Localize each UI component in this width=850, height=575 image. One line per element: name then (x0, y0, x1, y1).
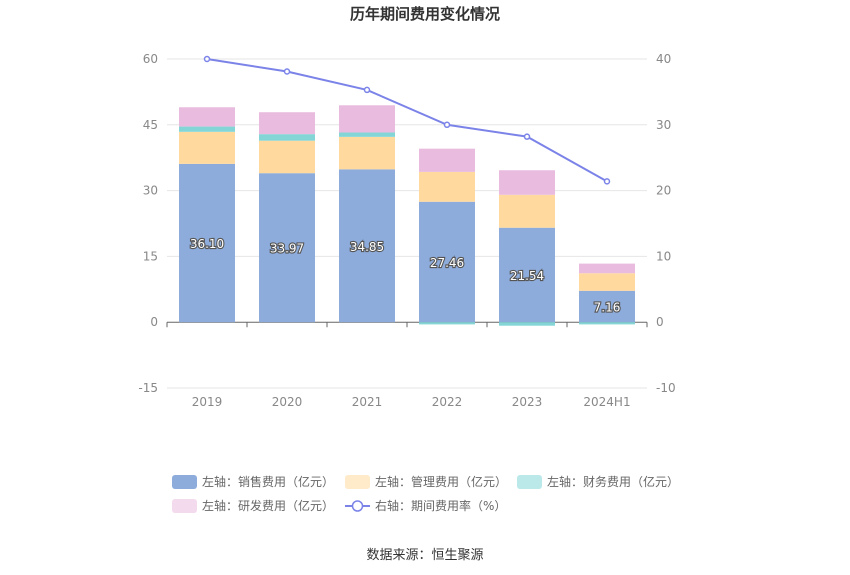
legend-swatch (172, 499, 197, 513)
bar-segment (259, 173, 315, 323)
left-tick-label: 30 (143, 184, 158, 198)
bar-segment (499, 170, 555, 195)
right-tick-label: 30 (656, 118, 671, 132)
bar-segment (259, 134, 315, 141)
bar-segment (579, 322, 635, 325)
bar-segment (419, 171, 475, 202)
left-tick-label: 45 (143, 118, 158, 132)
bar-segment (499, 227, 555, 323)
legend-label: 左轴：销售费用（亿元） (202, 474, 334, 489)
x-tick-label: 2022 (432, 395, 463, 409)
x-tick-label: 2023 (512, 395, 543, 409)
x-tick-label: 2019 (192, 395, 223, 409)
legend-swatch (517, 475, 542, 489)
bar-segment (339, 136, 395, 170)
data-label: 21.54 (510, 269, 544, 283)
bar-segment (179, 131, 235, 164)
bar-segment (259, 140, 315, 174)
bar-segment (499, 194, 555, 228)
bars (179, 105, 635, 326)
bar-segment (259, 112, 315, 135)
left-axis: -15 0 15 30 45 60 (138, 52, 158, 395)
rate-point (603, 178, 611, 185)
legend-swatch (345, 475, 370, 489)
bar-segment (339, 169, 395, 323)
right-axis: -10 0 10 20 30 40 (656, 52, 676, 395)
grid-lines (166, 58, 648, 389)
rate-line-path (206, 58, 608, 183)
data-label: 7.16 (594, 300, 621, 314)
right-tick-label: 0 (656, 315, 664, 329)
legend: 左轴：销售费用（亿元） 左轴：管理费用（亿元） 左轴：财务费用（亿元） 左轴：研发费用… (172, 474, 679, 513)
bar-segment (419, 201, 475, 323)
legend-label: 左轴：财务费用（亿元） (547, 474, 679, 489)
rate-point (443, 121, 451, 129)
right-tick-label: 10 (656, 249, 671, 263)
bar-segment (419, 148, 475, 172)
source-note: 数据来源：恒生聚源 (366, 548, 483, 563)
data-labels: 36.10 33.97 34.85 27.46 21.54 7.16 (189, 236, 622, 316)
bar-segment (419, 322, 475, 325)
left-tick-label: -15 (138, 381, 158, 395)
bar-segment (179, 107, 235, 127)
rate-point (283, 68, 291, 75)
data-label: 33.97 (270, 242, 304, 256)
x-axis: 2019 2020 2021 2022 2023 2024H1 (192, 395, 631, 409)
rate-line (203, 55, 611, 185)
left-tick-label: 0 (150, 315, 158, 329)
right-tick-label: 20 (656, 184, 671, 198)
bar-segment (339, 132, 395, 137)
x-tick-label: 2021 (352, 395, 383, 409)
data-label: 36.10 (190, 237, 224, 251)
chart-title: 历年期间费用变化情况 (350, 5, 500, 23)
legend-label: 左轴：管理费用（亿元） (375, 474, 507, 489)
bar-segment (179, 126, 235, 132)
legend-label: 右轴：期间费用率（%） (375, 498, 506, 513)
legend-swatch (172, 475, 197, 489)
right-tick-label: -10 (656, 381, 676, 395)
bar-segment (339, 105, 395, 133)
bar-segment (499, 322, 555, 326)
legend-label: 左轴：研发费用（亿元） (202, 498, 334, 513)
data-label: 27.46 (430, 256, 464, 270)
bar-segment (579, 263, 635, 274)
left-tick-label: 60 (143, 52, 158, 66)
data-label: 34.85 (350, 240, 384, 254)
rate-point (363, 86, 371, 94)
rate-point (203, 55, 211, 63)
right-tick-label: 40 (656, 52, 671, 66)
x-tick-label: 2020 (272, 395, 303, 409)
bar-segment (179, 163, 235, 323)
bar-segment (579, 273, 635, 291)
x-tick-label: 2024H1 (583, 395, 630, 409)
left-tick-label: 15 (143, 249, 158, 263)
rate-point (523, 133, 531, 140)
legend-swatch-marker (351, 500, 364, 512)
bar-segment (579, 290, 635, 323)
